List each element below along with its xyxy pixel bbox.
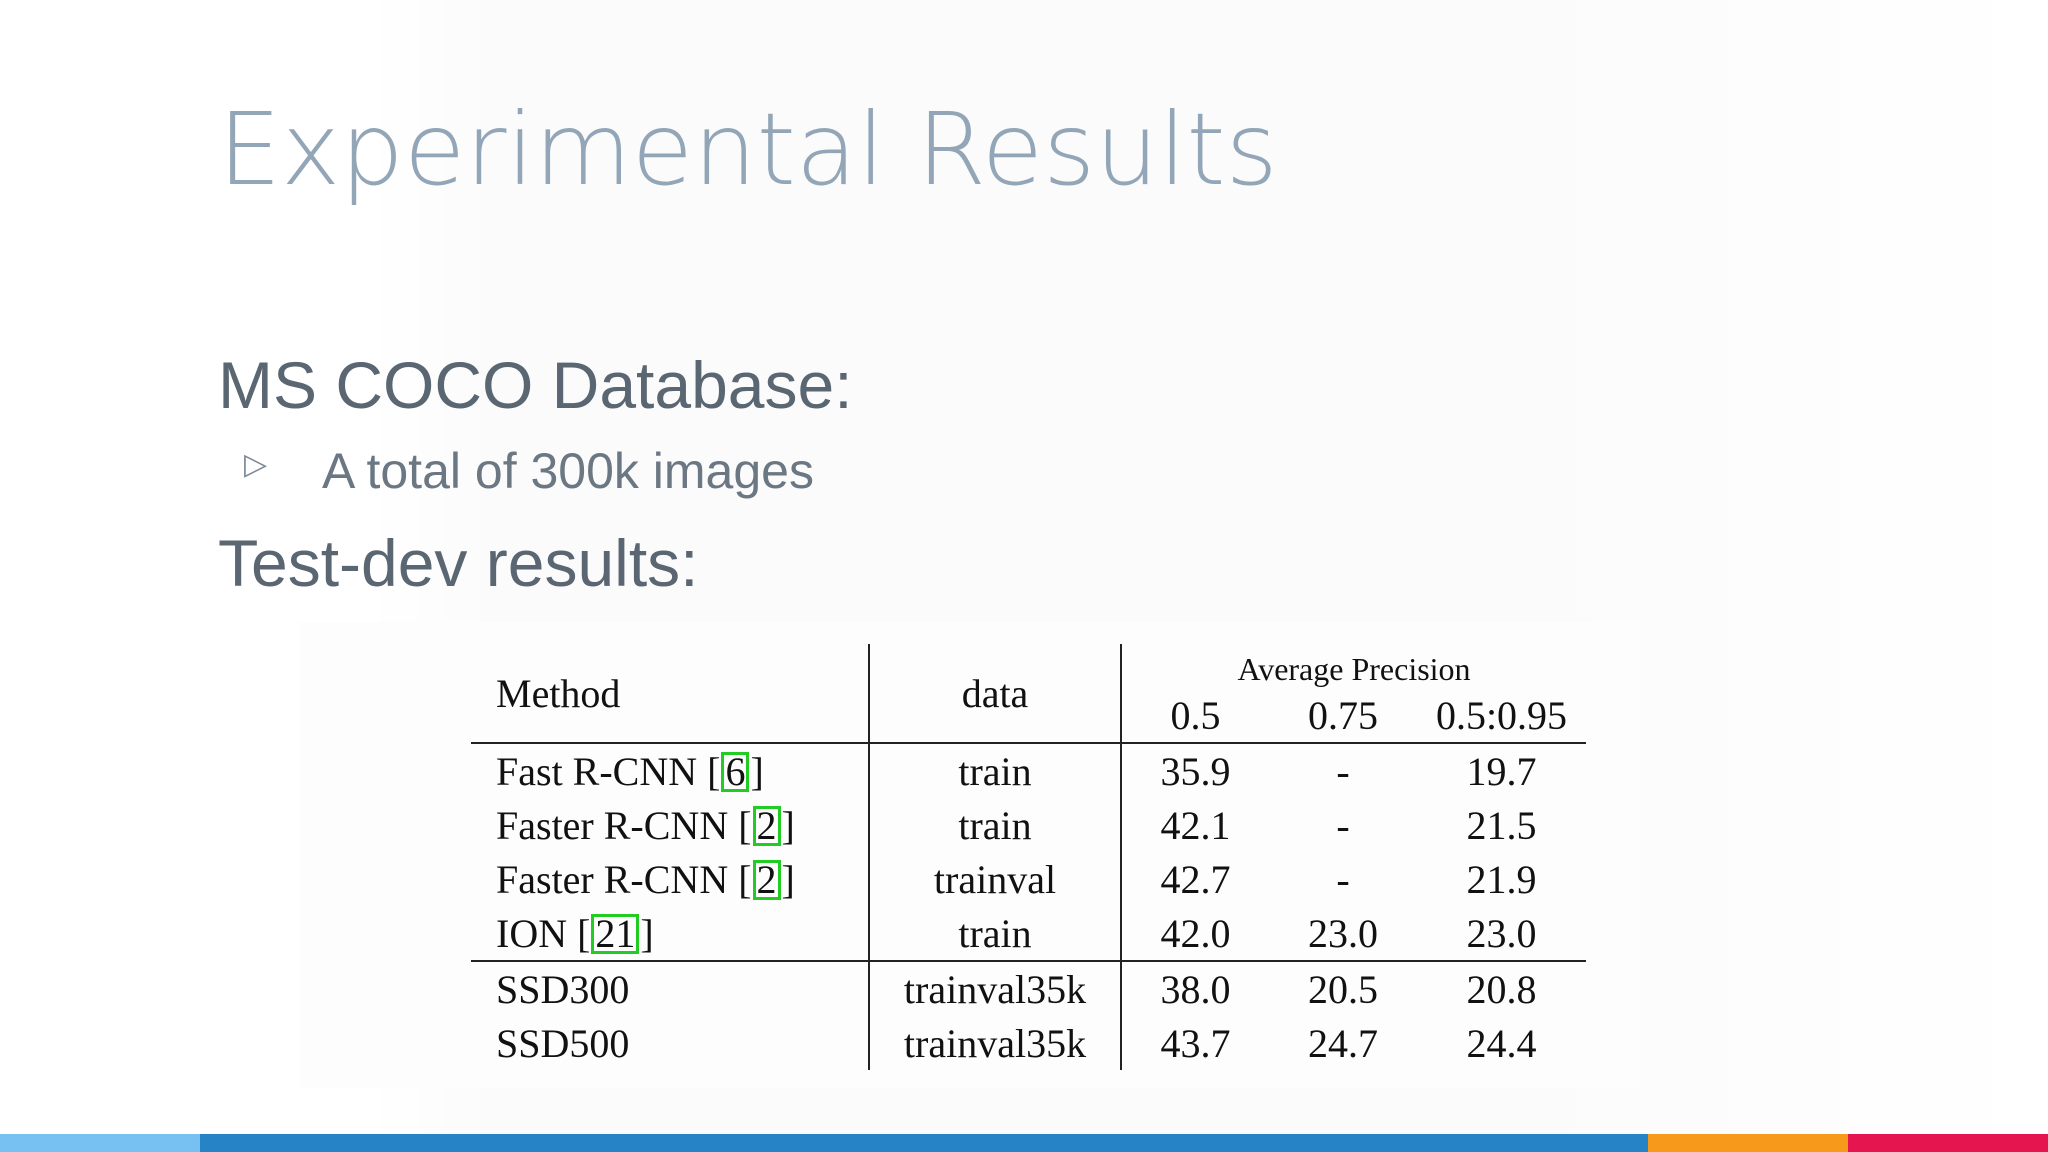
data-cell: trainval — [868, 852, 1122, 906]
data-cell: train — [868, 798, 1122, 852]
data-cell: train — [868, 906, 1122, 962]
ap-05-095-cell: 21.9 — [1466, 856, 1537, 902]
ap-05-095-cell: 19.7 — [1466, 748, 1537, 794]
ap-05-cell: 38.0 — [1160, 966, 1231, 1012]
header-data: data — [868, 644, 1122, 743]
method-cell: SSD300 — [496, 966, 630, 1012]
ap-075-cell: - — [1336, 802, 1350, 848]
table-row: ION [21] train 42.0 23.0 23.0 — [471, 906, 1586, 962]
header-average-precision: Average Precision — [1237, 651, 1471, 687]
method-cell: Faster R-CNN [2] — [496, 856, 795, 902]
footer-bar-segment-red — [1848, 1134, 2048, 1152]
section-heading-ms-coco: MS COCO Database: — [218, 348, 853, 422]
results-table: Method data Average Precision 0.5 0.75 0… — [471, 644, 1586, 1070]
data-cell: trainval35k — [868, 961, 1122, 1016]
method-cell: ION [21] — [471, 906, 869, 962]
ap-05-cell: 42.7 — [1160, 856, 1231, 902]
table-row: SSD300 trainval35k 38.0 20.5 20.8 — [471, 961, 1586, 1016]
ap-05-cell: 35.9 — [1160, 748, 1231, 794]
table-row: Faster R-CNN [2] train 42.1 - 21.5 — [471, 798, 1586, 852]
method-cell: SSD500 — [496, 1020, 630, 1066]
citation-ref[interactable]: 21 — [591, 913, 640, 954]
citation-ref[interactable]: 2 — [752, 805, 781, 846]
data-cell: train — [868, 743, 1122, 798]
ap-075-cell: 23.0 — [1269, 906, 1417, 962]
ap-05-095-cell: 20.8 — [1466, 966, 1537, 1012]
bullet-text: A total of 300k images — [322, 443, 814, 499]
method-cell: Faster R-CNN [2] — [496, 802, 795, 848]
section-heading-test-dev: Test-dev results: — [218, 526, 699, 600]
ap-075-cell: - — [1336, 748, 1350, 794]
bullet-triangle-icon: ▷ — [244, 448, 268, 481]
footer-bar-segment-orange — [1648, 1134, 1848, 1152]
table-row: SSD500 trainval35k 43.7 24.7 24.4 — [471, 1016, 1586, 1070]
citation-ref[interactable]: 6 — [721, 751, 750, 792]
table-row: Fast R-CNN [6] train 35.9 - 19.7 — [471, 743, 1586, 798]
ap-075-cell: 24.7 — [1308, 1020, 1378, 1066]
ap-05-cell: 43.7 — [1160, 1020, 1231, 1066]
ap-075-cell: - — [1336, 856, 1350, 902]
ap-05-095-cell: 24.4 — [1466, 1020, 1537, 1066]
footer-bar-segment-blue — [200, 1134, 1648, 1152]
method-cell: Fast R-CNN [6] — [496, 748, 764, 794]
results-table-image: Method data Average Precision 0.5 0.75 0… — [300, 622, 1640, 1088]
header-method: Method — [496, 670, 621, 716]
footer-bar-segment-light-blue — [0, 1134, 200, 1152]
ap-05-cell: 42.1 — [1160, 802, 1231, 848]
data-cell: trainval35k — [868, 1016, 1122, 1070]
ap-05-cell: 42.0 — [1121, 906, 1269, 962]
slide-title: Experimental Results — [218, 91, 1278, 208]
table-row: Faster R-CNN [2] trainval 42.7 - 21.9 — [471, 852, 1586, 906]
header-ap-05-095: 0.5:0.95 — [1435, 692, 1568, 738]
ap-075-cell: 20.5 — [1308, 966, 1378, 1012]
ap-05-095-cell: 21.5 — [1466, 802, 1537, 848]
header-ap-05: 0.5 — [1170, 692, 1221, 738]
ap-05-095-cell: 23.0 — [1417, 906, 1586, 962]
header-ap-075: 0.75 — [1308, 692, 1378, 738]
citation-ref[interactable]: 2 — [752, 859, 781, 900]
